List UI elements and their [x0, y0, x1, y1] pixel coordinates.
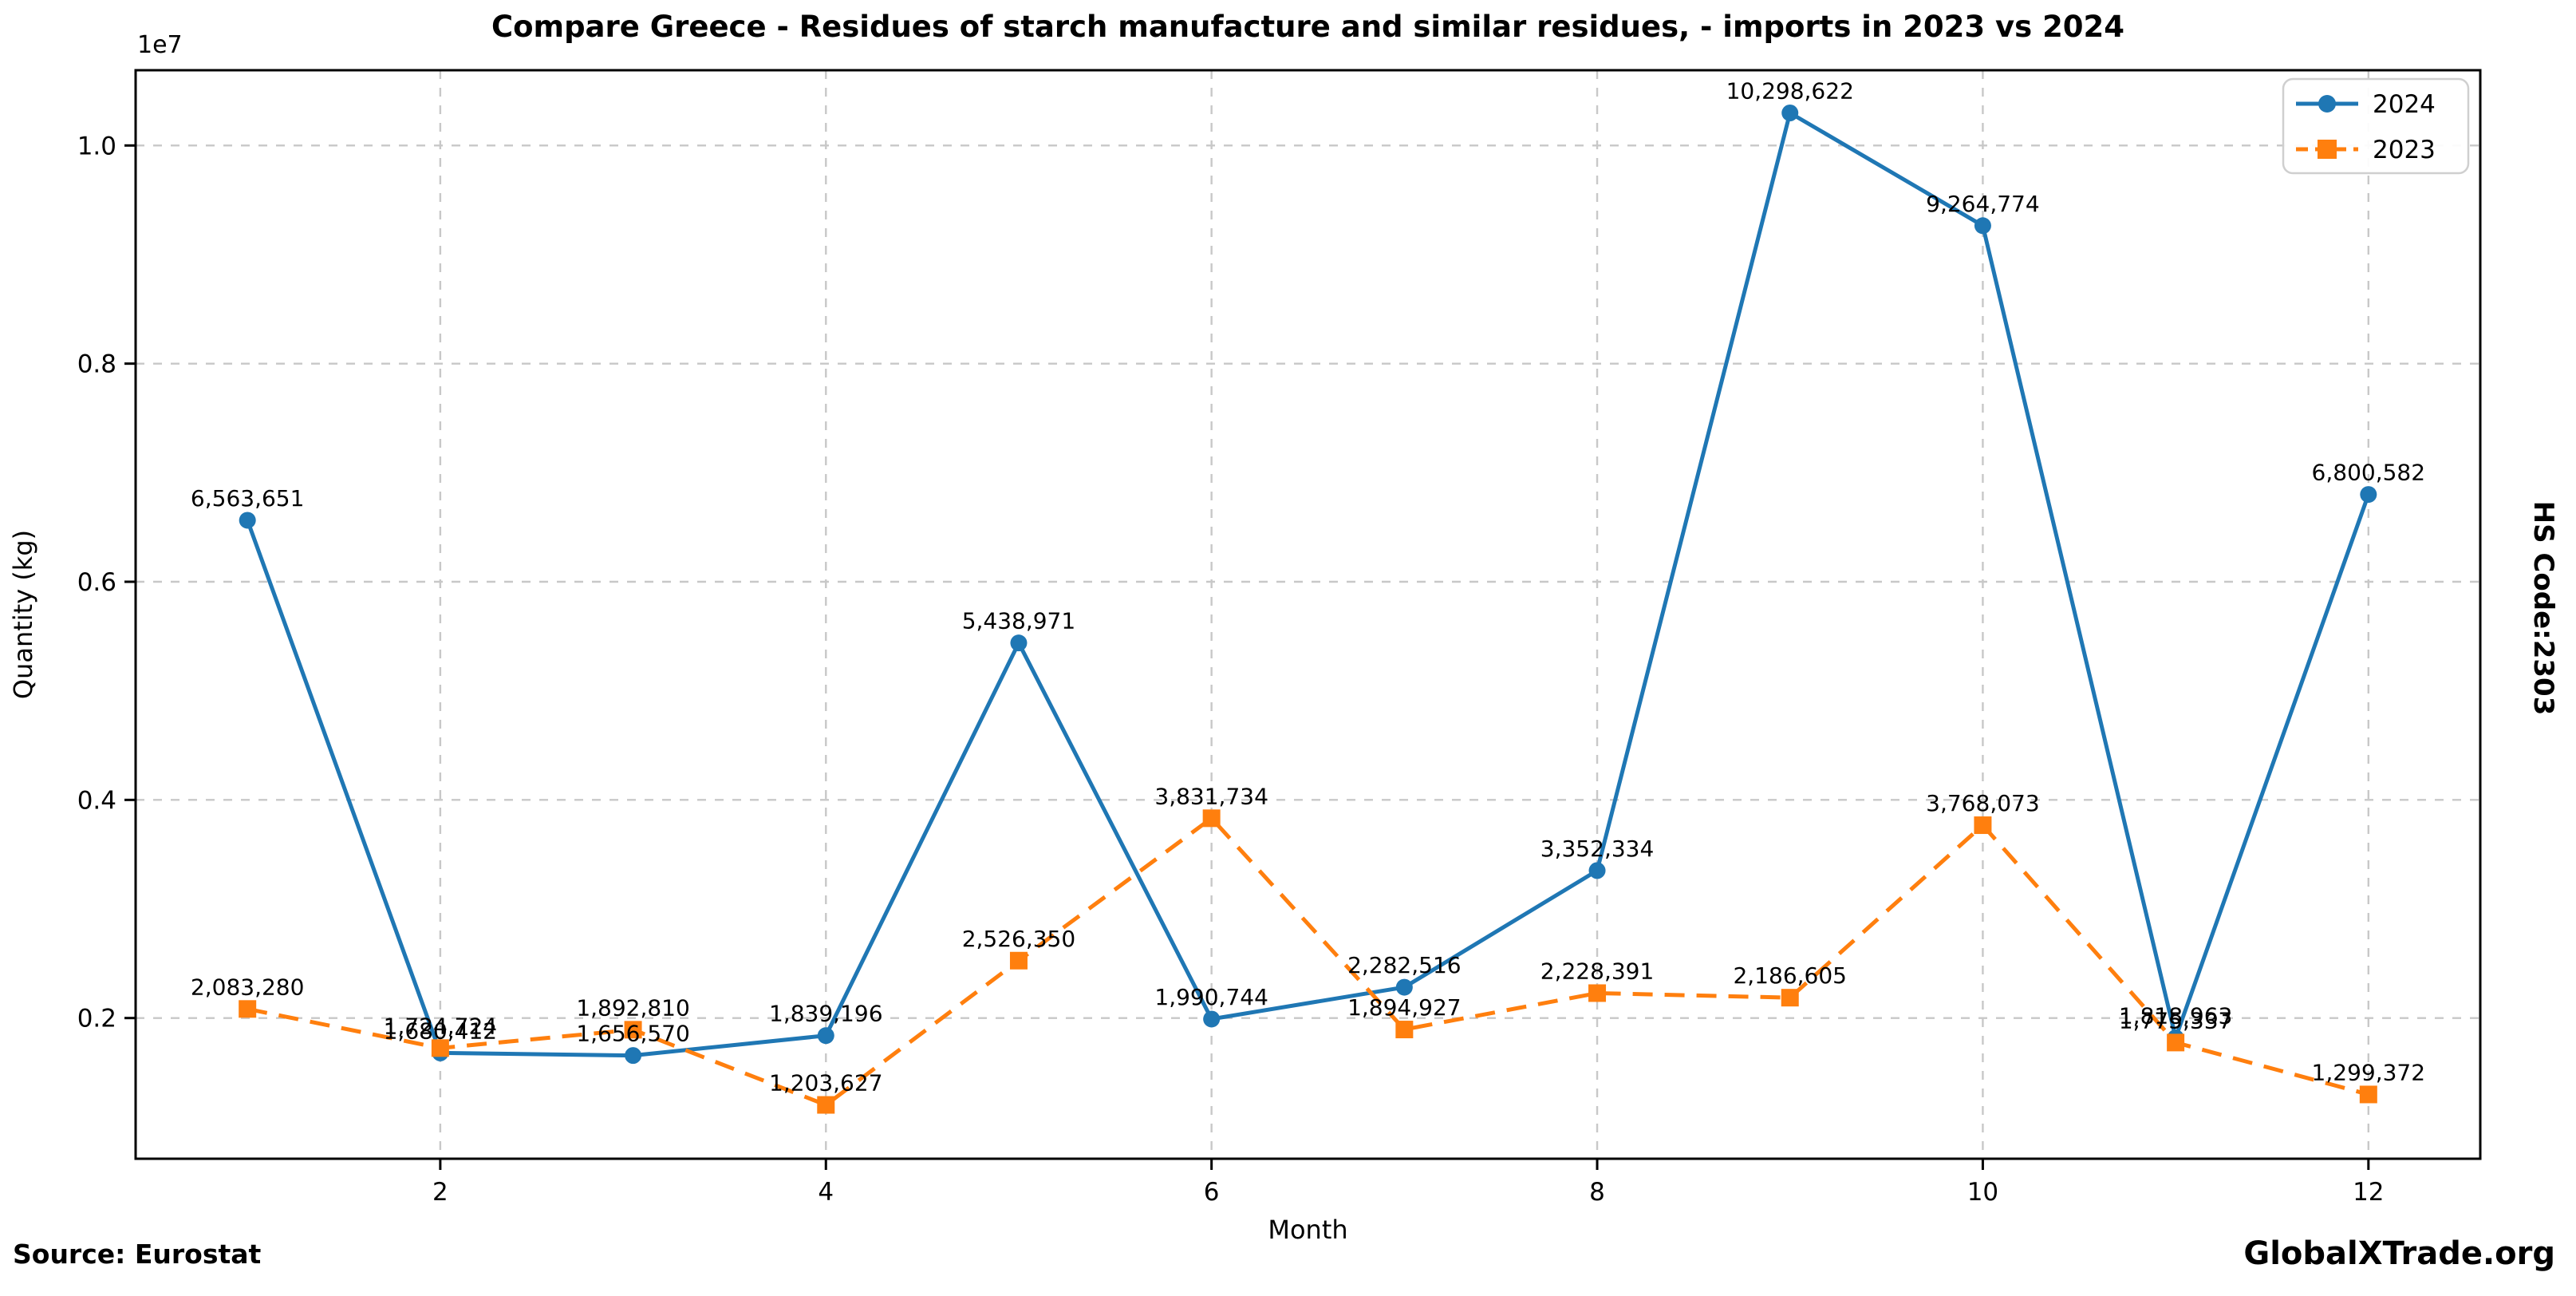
data-point-2023	[1781, 989, 1799, 1007]
data-label: 2,526,350	[962, 926, 1076, 952]
data-label: 1,818,963	[2119, 1002, 2233, 1029]
data-label: 2,228,391	[1540, 958, 1655, 984]
x-tick-label: 4	[818, 1178, 834, 1207]
y-tick-label: 0.4	[77, 786, 116, 815]
axis-offset-text: 1e7	[137, 31, 183, 59]
data-point-2023	[431, 1039, 449, 1057]
legend-label-2023: 2023	[2373, 136, 2436, 164]
x-tick-label: 10	[1967, 1178, 1998, 1207]
data-label: 9,264,774	[1926, 191, 2040, 217]
data-point-2023	[624, 1021, 642, 1039]
axis-ticks: 2 4 6 8 10 12 0.2 0.4 0.6 0.8 1.0	[77, 132, 2385, 1207]
data-label: 10,298,622	[1726, 77, 1854, 104]
data-label: 1,775,337	[2119, 1007, 2233, 1033]
data-label: 3,768,073	[1926, 790, 2040, 816]
y-tick-label: 0.2	[77, 1005, 116, 1033]
data-point-2024	[2360, 486, 2377, 504]
data-label: 2,083,280	[191, 974, 305, 1000]
legend: 2024 2023	[2282, 77, 2470, 175]
data-label: 6,800,582	[2312, 460, 2426, 486]
data-point-2024	[817, 1027, 834, 1045]
data-point-2024	[625, 1047, 642, 1065]
brand-note: GlobalXTrade.org	[2243, 1235, 2555, 1272]
data-label: 1,724,724	[384, 1013, 498, 1039]
hs-code-label: HS Code:2303	[2527, 500, 2559, 716]
data-label: 5,438,971	[962, 608, 1076, 634]
series-line-2024	[245, 110, 2371, 1058]
x-tick-label: 8	[1589, 1178, 1605, 1207]
legend-label-2024: 2024	[2373, 90, 2436, 119]
x-tick-label: 6	[1204, 1178, 1220, 1207]
data-label: 2,282,516	[1347, 952, 1462, 978]
x-tick-label: 12	[2353, 1178, 2384, 1207]
y-tick-label: 1.0	[77, 132, 116, 160]
x-tick-label: 2	[432, 1178, 448, 1207]
data-point-2024	[1781, 104, 1799, 121]
y-tick-label: 0.6	[77, 568, 116, 597]
data-point-2023	[1395, 1021, 1414, 1039]
data-label: 6,563,651	[191, 485, 305, 512]
data-point-2023	[239, 1000, 257, 1018]
source-note: Source: Eurostat	[13, 1239, 262, 1270]
legend-marker-2024	[2318, 95, 2336, 113]
data-label: 2,186,605	[1733, 962, 1847, 989]
data-point-2023	[1588, 984, 1607, 1002]
data-label: 1,894,927	[1347, 994, 1462, 1021]
data-label: 3,831,734	[1154, 783, 1268, 809]
series-2024	[239, 104, 2377, 1065]
series-2023	[239, 809, 2377, 1114]
y-axis-label: Quantity (kg)	[8, 530, 38, 699]
data-label: 3,352,334	[1540, 836, 1655, 862]
data-point-2023	[2359, 1085, 2377, 1104]
legend-marker-2023	[2318, 140, 2337, 159]
data-point-2023	[817, 1096, 835, 1114]
data-labels-2023: 2,083,280 1,724,724 1,892,810 1,203,627 2,52…	[191, 783, 2425, 1096]
series-line-2023	[247, 816, 2369, 1108]
data-label: 1,680,412	[384, 1017, 498, 1044]
data-labels-2024: 6,563,651 1,680,412 1,656,570 1,839,196 5,43…	[191, 77, 2425, 1046]
data-label: 1,656,570	[576, 1021, 690, 1047]
data-point-2024	[1203, 1010, 1221, 1028]
data-point-2023	[1974, 816, 1992, 835]
data-point-2024	[1974, 217, 1991, 235]
gridlines	[136, 70, 2480, 1159]
chart-title: Compare Greece - Residues of starch manu…	[491, 10, 2125, 44]
data-point-2024	[1395, 978, 1413, 996]
axes-box	[134, 69, 2482, 1160]
data-point-2023	[1009, 951, 1028, 970]
data-label: 1,299,372	[2312, 1059, 2426, 1085]
data-label: 1,892,810	[576, 994, 690, 1021]
data-point-2023	[1202, 809, 1221, 828]
y-tick-label: 0.8	[77, 350, 116, 379]
data-label: 1,839,196	[769, 1001, 883, 1027]
data-label: 1,203,627	[769, 1070, 883, 1096]
data-point-2024	[239, 512, 256, 529]
x-axis-label: Month	[1268, 1215, 1347, 1245]
data-point-2023	[2167, 1033, 2185, 1052]
data-point-2024	[1010, 634, 1028, 652]
data-point-2024	[1588, 862, 1606, 879]
data-label: 1,990,744	[1154, 984, 1268, 1010]
